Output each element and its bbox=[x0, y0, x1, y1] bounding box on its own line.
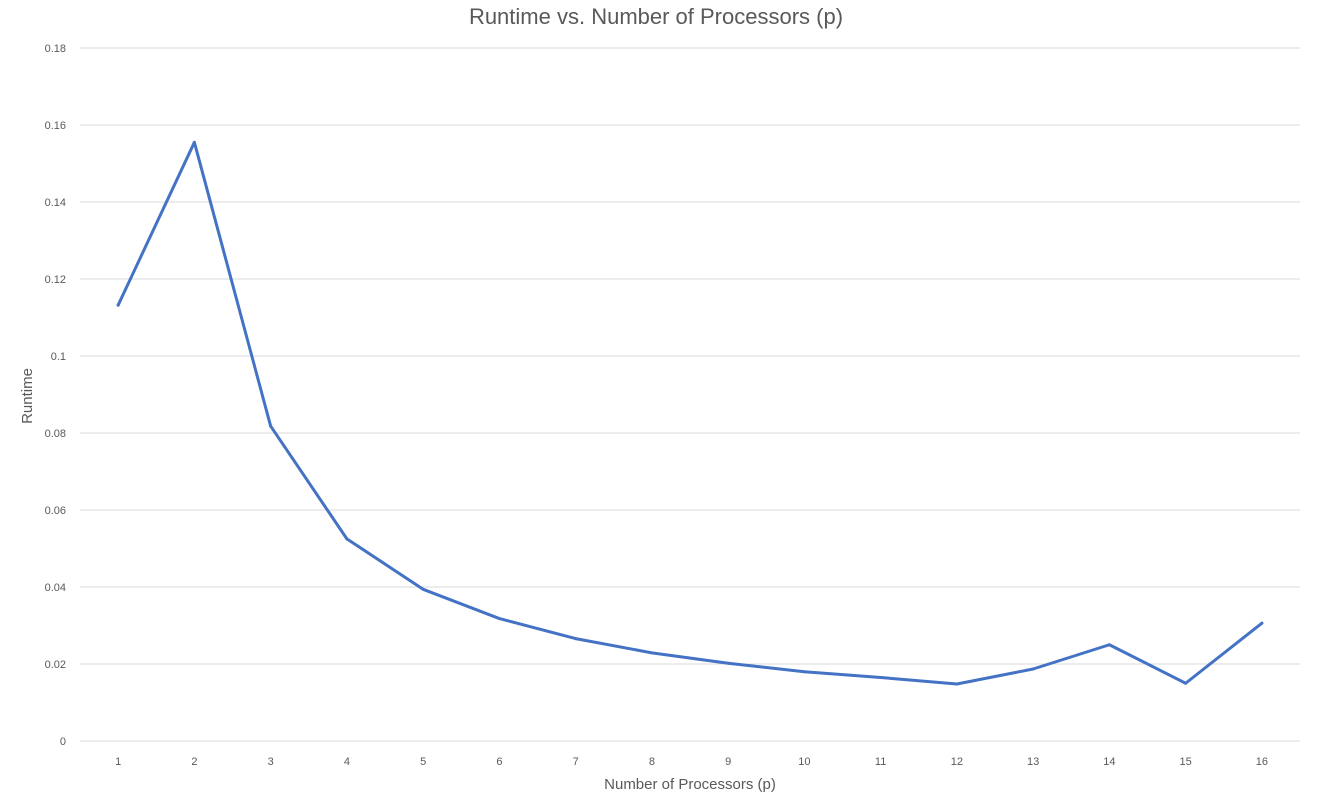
data-point bbox=[879, 675, 883, 679]
y-tick-label: 0.06 bbox=[45, 505, 66, 517]
data-point bbox=[802, 670, 806, 674]
x-tick-label: 7 bbox=[573, 756, 579, 768]
y-tick-label: 0.18 bbox=[45, 43, 66, 55]
y-axis-title: Runtime bbox=[19, 368, 36, 424]
x-tick-label: 10 bbox=[798, 756, 810, 768]
data-point bbox=[650, 651, 654, 655]
x-tick-label: 8 bbox=[649, 756, 655, 768]
x-tick-label: 9 bbox=[725, 756, 731, 768]
data-point bbox=[421, 587, 425, 591]
x-tick-label: 11 bbox=[875, 756, 886, 768]
data-point bbox=[955, 682, 959, 686]
x-tick-label: 6 bbox=[496, 756, 502, 768]
x-axis-tick-labels: 1 2 3 4 5 6 7 8 9 10 11 12 13 14 15 16 bbox=[115, 756, 1268, 768]
x-tick-label: 13 bbox=[1027, 756, 1039, 768]
gridlines bbox=[80, 47, 1300, 742]
y-tick-label: 0.08 bbox=[45, 428, 66, 440]
x-tick-label: 3 bbox=[268, 756, 274, 768]
data-point bbox=[269, 424, 273, 428]
data-point bbox=[1184, 681, 1188, 685]
y-axis-tick-labels: 0 0.02 0.04 0.06 0.08 0.1 0.12 0.14 0.16 0.18 bbox=[45, 43, 66, 748]
y-tick-label: 0.04 bbox=[45, 582, 66, 594]
data-point bbox=[1031, 667, 1035, 671]
data-point bbox=[574, 637, 578, 641]
x-tick-label: 4 bbox=[344, 756, 350, 768]
x-tick-label: 15 bbox=[1180, 756, 1192, 768]
data-point bbox=[192, 140, 196, 144]
data-point bbox=[1260, 621, 1264, 625]
x-tick-label: 5 bbox=[420, 756, 426, 768]
x-axis-title: Number of Processors (p) bbox=[604, 776, 776, 793]
data-point bbox=[345, 537, 349, 541]
chart-title: Runtime vs. Number of Processors (p) bbox=[469, 4, 843, 29]
y-tick-label: 0.1 bbox=[51, 351, 66, 363]
y-tick-label: 0.14 bbox=[45, 197, 66, 209]
y-tick-label: 0 bbox=[60, 736, 66, 748]
runtime-series-line bbox=[116, 140, 1264, 686]
x-tick-label: 2 bbox=[191, 756, 197, 768]
data-point bbox=[116, 303, 120, 307]
y-tick-label: 0.02 bbox=[45, 659, 66, 671]
x-tick-label: 16 bbox=[1256, 756, 1268, 768]
y-tick-label: 0.16 bbox=[45, 120, 66, 132]
x-tick-label: 12 bbox=[951, 756, 963, 768]
data-point bbox=[726, 661, 730, 665]
series-lines bbox=[116, 140, 1264, 686]
y-tick-label: 0.12 bbox=[45, 274, 66, 286]
x-tick-label: 14 bbox=[1103, 756, 1115, 768]
x-tick-label: 1 bbox=[115, 756, 121, 768]
data-point bbox=[497, 617, 501, 621]
data-point bbox=[1107, 643, 1111, 647]
